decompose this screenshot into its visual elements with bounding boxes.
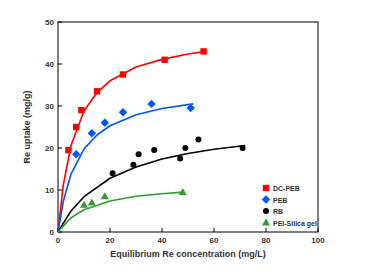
x-tick [162,228,163,232]
x-tick-label: 60 [210,236,219,245]
x-tick [110,228,111,232]
legend-marker [263,185,269,191]
legend-marker [263,208,269,214]
x-tick-label: 20 [106,236,115,245]
y-tick [58,64,62,65]
plot-area [58,48,246,232]
y-tick-label: 0 [50,228,55,237]
y-tick-label: 10 [45,186,54,195]
data-point [101,192,109,199]
legend-label: RB [273,208,283,215]
fit-curve [58,145,245,232]
data-point [110,170,116,176]
data-point [88,199,96,206]
x-tick-label: 80 [262,236,271,245]
legend-label: PEB [273,197,287,204]
legend-label: DC-PEB [273,185,300,192]
data-point [72,150,80,158]
data-point [136,151,142,157]
legend-marker [262,195,270,203]
data-point [94,88,100,94]
data-point [78,107,84,113]
y-tick [58,106,62,107]
data-point [73,124,79,130]
data-point [186,104,194,112]
data-point [88,129,96,137]
plot-frame [58,22,318,232]
y-tick-label: 20 [45,144,54,153]
data-point [119,108,127,116]
x-tick [266,228,267,232]
x-tick [214,228,215,232]
y-tick-label: 30 [45,102,54,111]
x-tick-label: 100 [311,236,325,245]
y-tick-label: 50 [45,18,54,27]
data-point [147,100,155,108]
data-point [65,147,71,153]
y-tick [58,22,62,23]
data-point [80,201,88,208]
data-point [177,156,183,162]
fit-curve [58,104,193,232]
data-point [195,137,201,143]
data-point [161,57,167,63]
data-point [200,48,206,54]
x-tick-label: 0 [56,236,61,245]
y-tick-label: 40 [45,60,54,69]
y-tick [58,190,62,191]
chart: 0 10 20 30 40 50 0 20 40 60 80 100 Equilibrium Re co… [0,0,374,271]
data-point [151,147,157,153]
x-tick-label: 40 [158,236,167,245]
x-tick [318,228,319,232]
fit-curve [58,51,206,232]
fit-curve [58,192,183,232]
data-point [101,119,109,127]
data-point [182,145,188,151]
x-axis-label: Equilibrium Re concentration (mg/L) [110,249,266,259]
data-point [130,162,136,168]
legend-marker [262,219,270,226]
data-point [120,71,126,77]
data-point [240,145,246,151]
data-point [179,188,187,195]
y-tick [58,148,62,149]
legend-label: PEI-Silica gel [273,220,317,228]
y-axis-label: Re uptake (mg/g) [22,90,32,163]
